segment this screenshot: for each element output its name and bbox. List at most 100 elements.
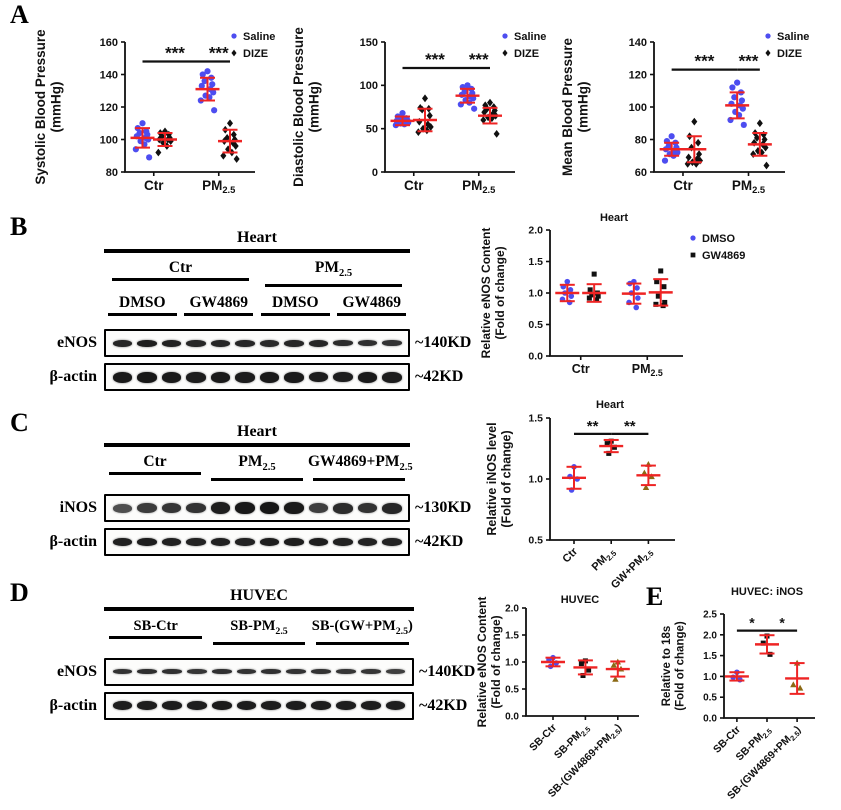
data-point (146, 154, 153, 161)
blot-band (382, 538, 402, 547)
data-point (654, 279, 660, 285)
data-point (210, 89, 217, 96)
y-tick-label: 100 (100, 134, 118, 146)
data-point (220, 151, 227, 160)
blot-band (210, 502, 230, 515)
data-point (658, 268, 664, 274)
data-point (399, 109, 406, 117)
blot-band (286, 669, 307, 675)
blot-band-box (104, 363, 410, 392)
significance-stars: * (749, 615, 755, 631)
blot-title: Heart (237, 423, 277, 440)
data-point (232, 142, 239, 150)
data-point (199, 71, 206, 78)
data-point (198, 82, 205, 89)
heart-enos-quant-chart: 0.0 0.5 1.0 1.5 2.0 Relative eNOS Content (Fol… (479, 212, 745, 378)
blot-band (382, 502, 402, 514)
blot-band (161, 371, 181, 383)
y-axis-label: (mmHg) (49, 82, 64, 133)
blot-subgroup-label: DMSO (119, 294, 166, 312)
blot-row: eNOS ~140KD (42, 329, 490, 358)
data-point (578, 661, 584, 667)
data-point (567, 287, 574, 293)
legend-label: Saline (243, 31, 275, 43)
blot-row: eNOS ~140KD (42, 657, 494, 686)
data-point (729, 84, 736, 91)
data-point (586, 667, 592, 673)
x-tick-label: PM2.5 (632, 362, 663, 378)
blot-band (259, 502, 279, 515)
significance-stars: ** (587, 418, 599, 435)
y-tick-label: 140 (100, 69, 118, 81)
blot-band-box (104, 691, 414, 720)
y-axis-label: Relative eNOS Content (479, 228, 493, 359)
blot-group: GW4869+PM2.5 (308, 453, 413, 488)
blot-band (137, 538, 157, 547)
y-tick-label: 0.0 (703, 714, 717, 725)
blot-subgroup-bar (184, 313, 254, 317)
blot-band (137, 339, 157, 347)
data-point (765, 33, 771, 39)
data-point (739, 105, 746, 112)
blot-group-bar (109, 636, 203, 639)
data-point (661, 284, 667, 290)
blot-band (261, 669, 282, 675)
blot-band (186, 701, 207, 711)
y-tick-label: 2.0 (505, 604, 519, 615)
data-point (634, 285, 640, 291)
blot-band (311, 669, 331, 675)
blot-band (311, 701, 331, 711)
blot-group-bar (211, 478, 303, 482)
blot-row: β-actin ~42KD (42, 528, 490, 557)
significance-stars: *** (425, 50, 445, 69)
blot-band (382, 371, 402, 383)
blot-band (162, 669, 182, 675)
blot-band (235, 538, 255, 547)
data-point (750, 150, 757, 159)
blot-group-label: SB-PM2.5 (230, 618, 288, 637)
data-point (633, 304, 640, 311)
blot-band (335, 669, 356, 675)
y-tick-label: 120 (100, 102, 118, 114)
y-tick-label: 1.5 (528, 256, 543, 268)
blot-band (284, 339, 304, 347)
blot-group-label: PM2.5 (314, 259, 353, 280)
data-point (493, 129, 500, 138)
y-tick-label: 0.5 (703, 693, 717, 704)
data-point (731, 94, 738, 101)
data-point (586, 295, 592, 301)
data-point (695, 138, 702, 147)
data-point (762, 143, 769, 152)
y-tick-label: 1.0 (703, 672, 717, 683)
data-point (684, 159, 691, 168)
blot-group-bar (109, 472, 201, 475)
blot-band (211, 669, 232, 675)
y-tick-label: 150 (360, 37, 378, 49)
data-point (753, 133, 760, 142)
y-tick-label: 0.0 (505, 712, 519, 723)
x-tick-label: PM2.5 (590, 545, 619, 574)
blot-protein-label: eNOS (57, 334, 97, 352)
data-point (738, 97, 746, 104)
systolic-bp-chart: 80 100 120 140 160 Systolic Blood Pressure (mm… (33, 29, 275, 195)
data-point (480, 116, 487, 124)
significance-stars: *** (739, 52, 759, 71)
significance-stars: *** (165, 44, 185, 63)
y-tick-label: 2.0 (528, 225, 543, 237)
huvec-enos-quant-chart: 0.0 0.5 1.0 1.5 2.0 Relative eNOS Content (Fol… (475, 594, 639, 800)
blot-band (308, 339, 328, 347)
data-point (740, 121, 747, 128)
data-point (661, 157, 669, 164)
blot-band (210, 538, 230, 547)
y-tick-label: 1.5 (703, 651, 717, 662)
x-tick-label: Ctr (404, 178, 424, 193)
data-point (487, 98, 493, 107)
blot-band (259, 538, 279, 547)
blot-band (112, 339, 132, 347)
data-point (691, 117, 698, 126)
blot-band (335, 701, 356, 711)
huvec-enos-western-blot: HUVEC SB-Ctr SB-PM2.5 SB-(GW+PM2.5) eNOS ~140… (42, 586, 494, 720)
y-tick-label: 60 (635, 167, 647, 179)
panel-b-label: B (10, 212, 28, 241)
blot-kd-label: ~42KD (415, 368, 464, 386)
